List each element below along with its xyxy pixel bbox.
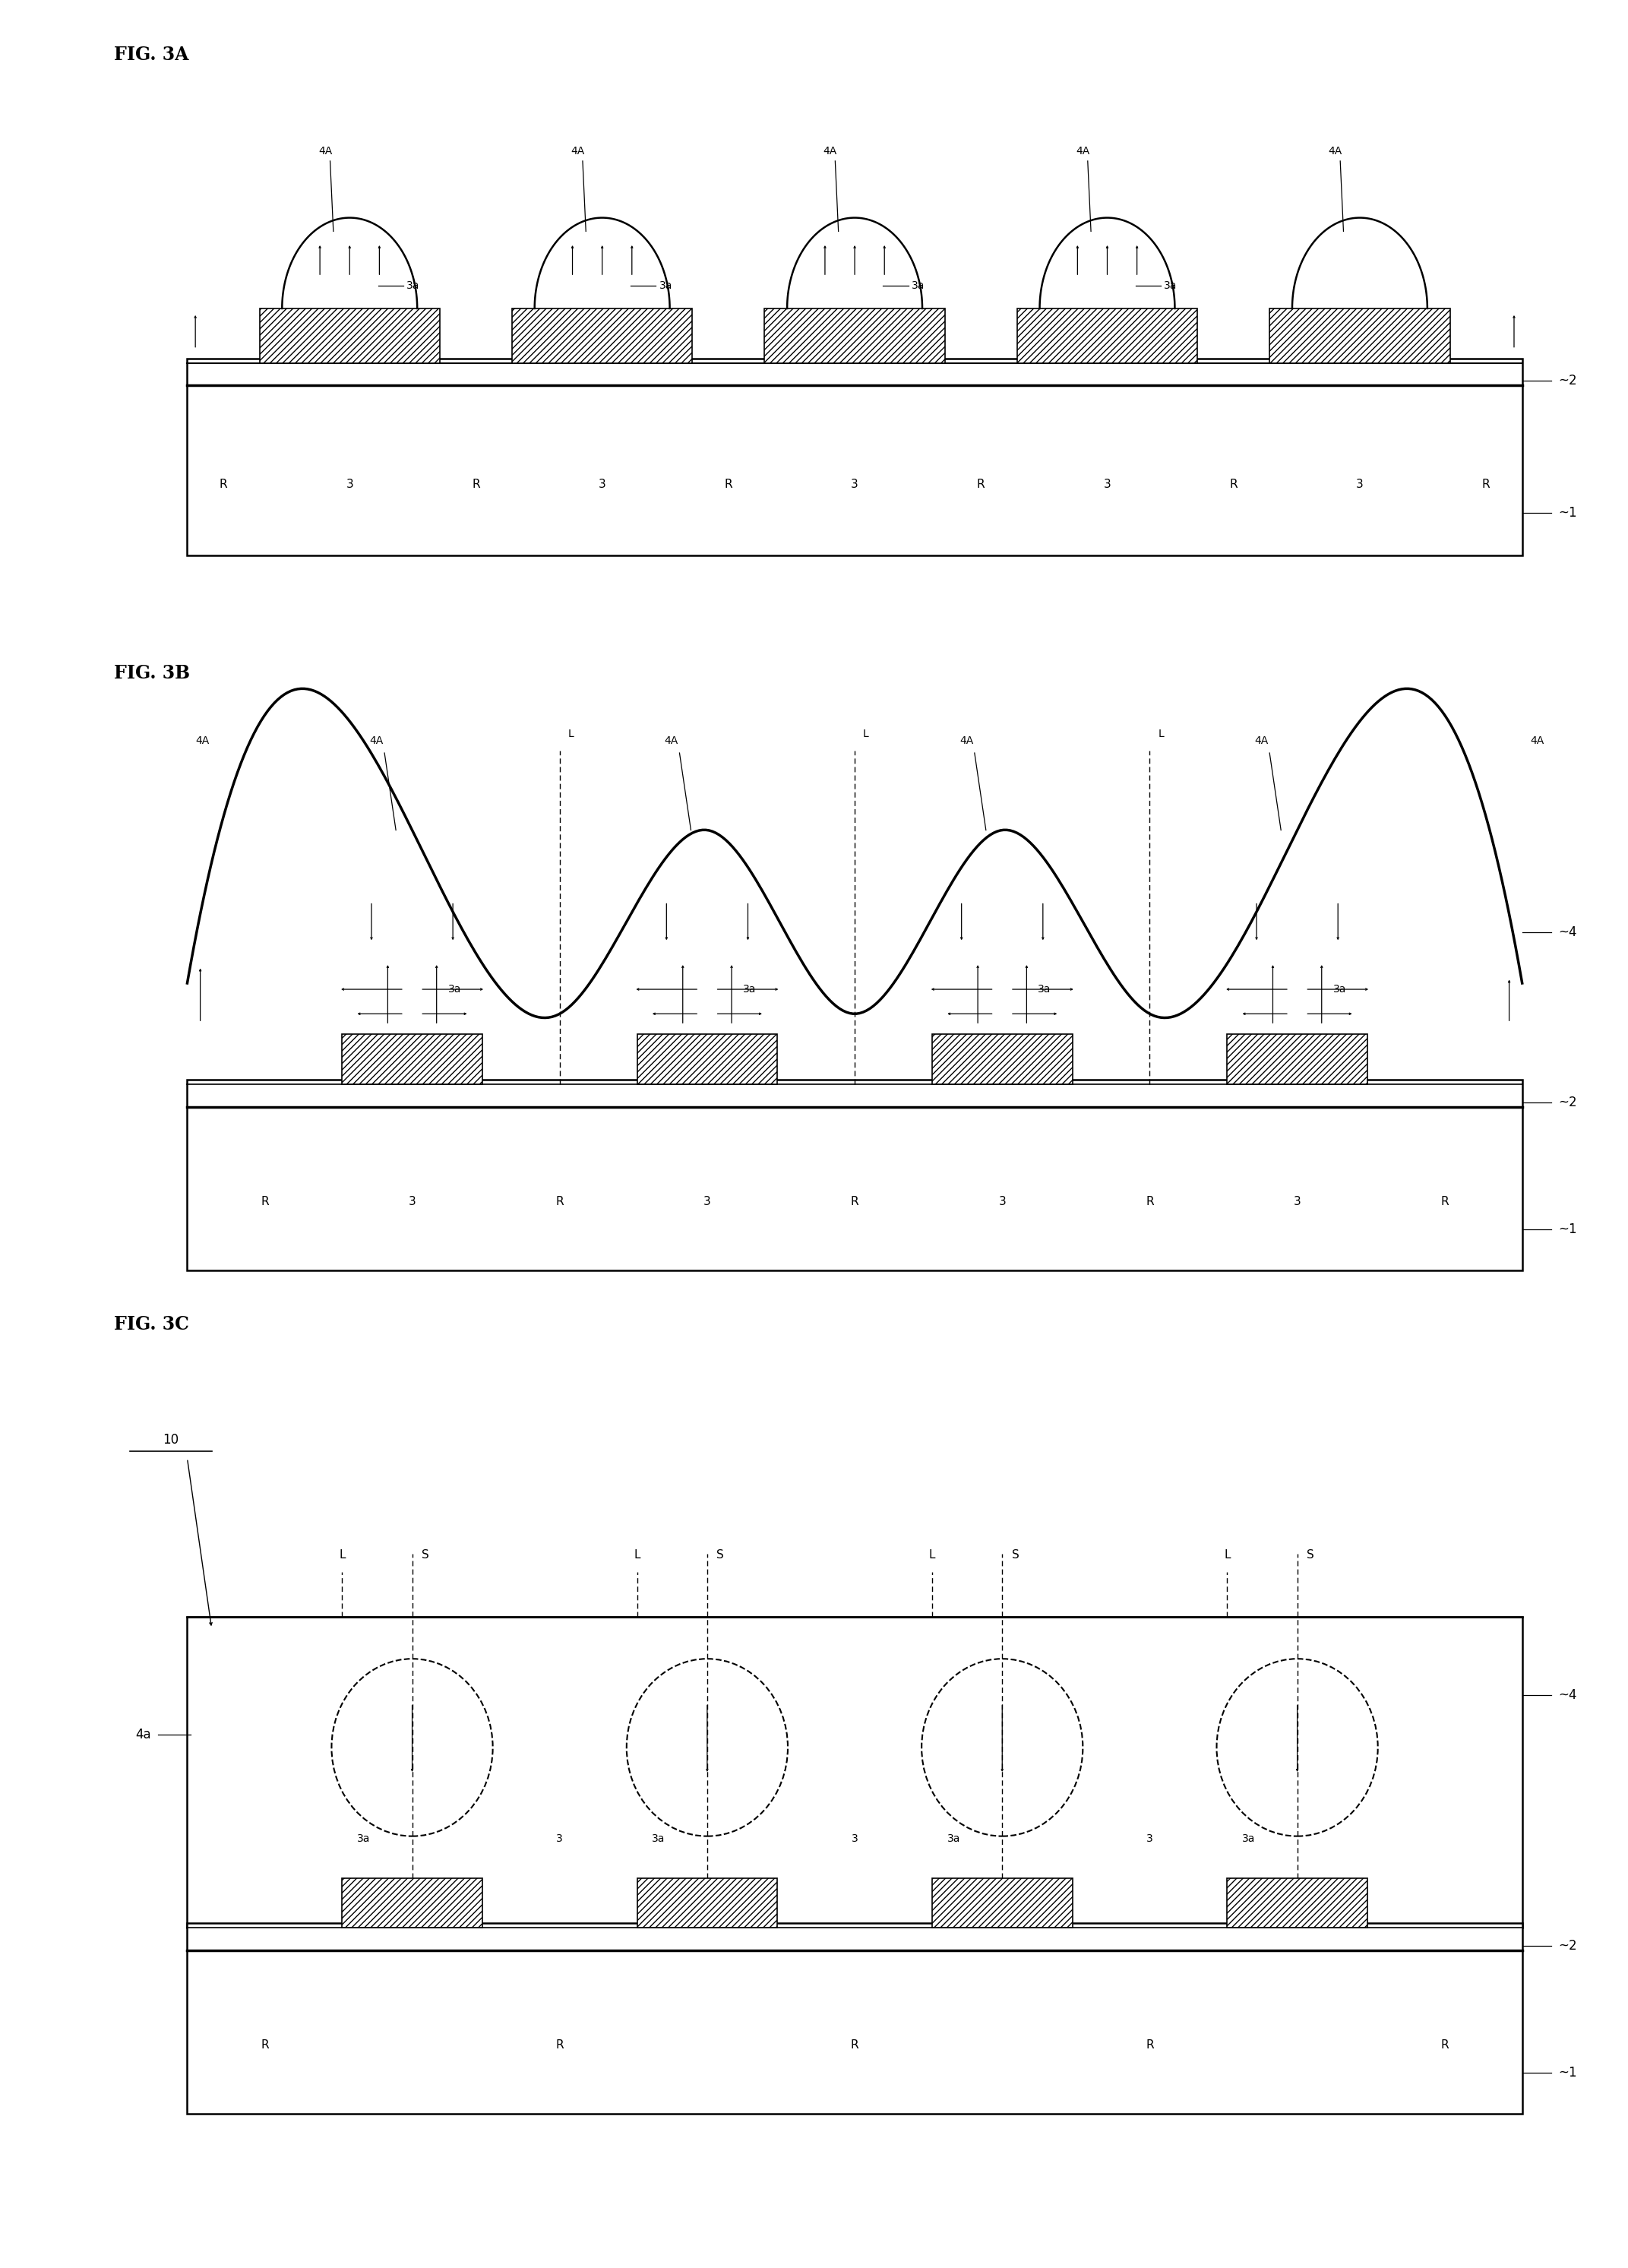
Text: ~2: ~2 [1558, 1939, 1576, 1953]
Text: R: R [555, 2039, 563, 2050]
Text: L: L [568, 728, 573, 739]
Text: S: S [1307, 1549, 1314, 1560]
Text: R: R [1146, 2039, 1154, 2050]
Text: 3a: 3a [1039, 984, 1052, 996]
Bar [1018, 308, 1197, 363]
Text: ~4: ~4 [1558, 925, 1576, 939]
Text: R: R [1481, 479, 1490, 490]
Bar [637, 1034, 777, 1084]
Text: 3: 3 [345, 479, 353, 490]
Text: 3a: 3a [742, 984, 755, 996]
Text: R: R [555, 1195, 563, 1207]
Text: R: R [1441, 1195, 1449, 1207]
Text: 4A: 4A [195, 735, 210, 746]
Text: 3a: 3a [407, 281, 420, 290]
Bar [187, 1080, 1522, 1270]
Bar [1270, 308, 1451, 363]
Bar [259, 308, 440, 363]
Text: L: L [1158, 728, 1164, 739]
Text: L: L [1224, 1549, 1231, 1560]
Text: 4A: 4A [1076, 145, 1089, 156]
Text: 3a: 3a [1333, 984, 1346, 996]
Text: 3: 3 [557, 1833, 563, 1844]
Text: ~2: ~2 [1558, 1095, 1576, 1109]
Text: 3a: 3a [357, 1833, 370, 1844]
Bar [513, 308, 692, 363]
Text: 3: 3 [599, 479, 606, 490]
Text: L: L [633, 1549, 640, 1560]
Text: 3a: 3a [912, 281, 925, 290]
Bar [187, 1923, 1522, 2114]
Text: L: L [863, 728, 869, 739]
Bar [933, 1878, 1073, 1928]
Text: S: S [422, 1549, 428, 1560]
Bar [1228, 1034, 1368, 1084]
Text: 4A: 4A [1255, 735, 1268, 746]
Text: R: R [977, 479, 985, 490]
Text: 3: 3 [409, 1195, 415, 1207]
Text: 3: 3 [1146, 1833, 1153, 1844]
Bar [1228, 1878, 1368, 1928]
Bar [342, 1034, 482, 1084]
Text: 3: 3 [703, 1195, 711, 1207]
Bar [933, 1034, 1073, 1084]
Text: 4A: 4A [959, 735, 974, 746]
Text: S: S [716, 1549, 724, 1560]
Text: R: R [851, 1195, 858, 1207]
Text: R: R [724, 479, 733, 490]
Text: 3: 3 [1356, 479, 1364, 490]
Text: R: R [851, 2039, 858, 2050]
Text: L: L [930, 1549, 936, 1560]
Bar [187, 358, 1522, 556]
Text: 3a: 3a [651, 1833, 666, 1844]
Text: S: S [1011, 1549, 1019, 1560]
Text: 3a: 3a [947, 1833, 961, 1844]
Text: ~1: ~1 [1558, 1222, 1576, 1236]
Text: 3: 3 [851, 479, 858, 490]
Text: L: L [339, 1549, 345, 1560]
Text: 4A: 4A [571, 145, 584, 156]
Text: R: R [260, 1195, 269, 1207]
Text: R: R [472, 479, 480, 490]
Text: R: R [1441, 2039, 1449, 2050]
Text: R: R [1229, 479, 1237, 490]
Bar [765, 308, 944, 363]
Text: FIG. 3C: FIG. 3C [114, 1315, 189, 1334]
Text: FIG. 3A: FIG. 3A [114, 45, 189, 64]
Text: ~1: ~1 [1558, 506, 1576, 519]
Text: 3: 3 [1104, 479, 1110, 490]
Text: 4A: 4A [1530, 735, 1545, 746]
Text: 4A: 4A [319, 145, 332, 156]
Text: 4A: 4A [824, 145, 837, 156]
Text: 3a: 3a [659, 281, 672, 290]
Text: 3a: 3a [448, 984, 461, 996]
Bar [637, 1878, 777, 1928]
Text: ~4: ~4 [1558, 1687, 1576, 1703]
Text: 4a: 4a [135, 1728, 151, 1742]
Text: 3: 3 [851, 1833, 858, 1844]
Text: 4A: 4A [664, 735, 679, 746]
Text: 4A: 4A [370, 735, 383, 746]
Text: 3a: 3a [1242, 1833, 1255, 1844]
Text: R: R [260, 2039, 269, 2050]
Bar [187, 1617, 1522, 1928]
Text: FIG. 3B: FIG. 3B [114, 665, 190, 683]
Text: 3: 3 [1294, 1195, 1301, 1207]
Text: R: R [220, 479, 228, 490]
Text: 10: 10 [163, 1433, 179, 1447]
Text: 3: 3 [998, 1195, 1006, 1207]
Bar [342, 1878, 482, 1928]
Text: ~2: ~2 [1558, 374, 1576, 388]
Text: ~1: ~1 [1558, 2066, 1576, 2080]
Text: 4A: 4A [1328, 145, 1341, 156]
Text: R: R [1146, 1195, 1154, 1207]
Text: 3a: 3a [1164, 281, 1177, 290]
